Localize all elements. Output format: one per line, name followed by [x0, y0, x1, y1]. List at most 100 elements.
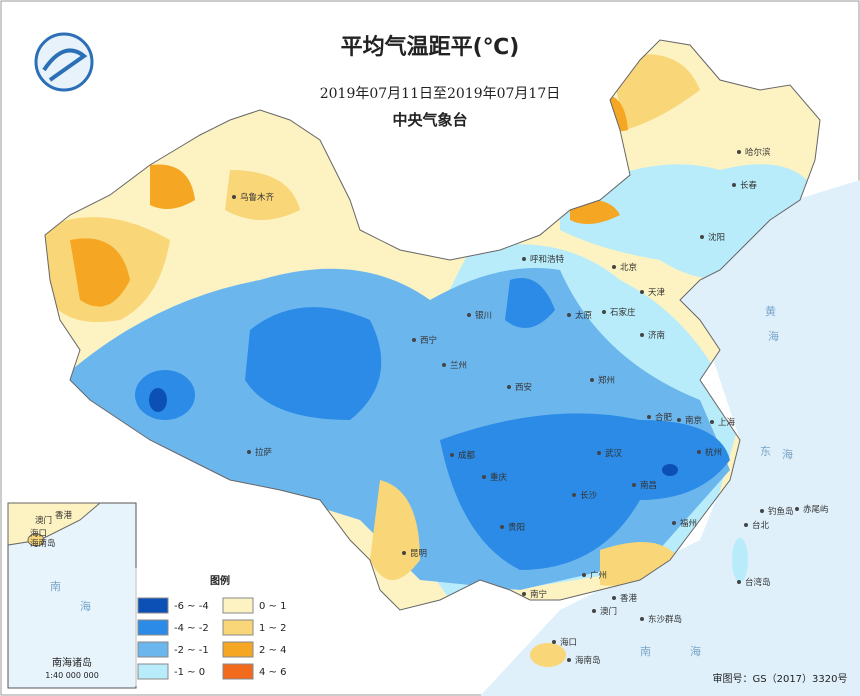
inset-map — [7, 502, 137, 689]
city-dot — [737, 580, 741, 584]
region — [505, 278, 555, 328]
city-dot — [590, 378, 594, 382]
region — [225, 170, 300, 220]
inset-title: 南海诸岛 — [52, 656, 92, 669]
legend-label: -2 ~ -1 — [174, 645, 209, 656]
city-dot — [552, 640, 556, 644]
legend-swatch — [222, 663, 254, 680]
city-label: 杭州 — [705, 447, 722, 458]
city-label: 西安 — [515, 382, 532, 393]
city-dot — [482, 475, 486, 479]
hainan — [530, 643, 566, 667]
inset-label: 香港 — [55, 510, 73, 521]
city-dot — [700, 235, 704, 239]
city-dot — [467, 313, 471, 317]
city-dot — [647, 415, 651, 419]
city-label: 赤尾屿 — [803, 505, 829, 515]
city-dot — [737, 150, 741, 154]
city-label: 西宁 — [420, 335, 437, 346]
city-dot — [697, 450, 701, 454]
city-dot — [567, 313, 571, 317]
city-label: 呼和浩特 — [530, 254, 565, 265]
city-label: 乌鲁木齐 — [240, 192, 275, 203]
region — [150, 164, 195, 209]
city-label: 贵阳 — [508, 522, 525, 533]
city-dot — [602, 310, 606, 314]
city-dot — [522, 257, 526, 261]
city-label: 郑州 — [598, 375, 615, 386]
region — [440, 413, 730, 570]
city-dot — [612, 265, 616, 269]
city-label: 武汉 — [605, 448, 623, 459]
region — [600, 542, 680, 586]
city-label: 台湾岛 — [745, 577, 771, 588]
city-dot — [412, 338, 416, 342]
city-label: 台北 — [752, 520, 770, 531]
legend-swatch — [137, 597, 169, 614]
city-label: 南京 — [685, 415, 702, 426]
city-label: 沈阳 — [708, 232, 725, 243]
legend-swatch — [222, 641, 254, 658]
region — [245, 307, 382, 420]
legend-swatch — [222, 619, 254, 636]
city-dot — [450, 453, 454, 457]
inset-scale: 1:40 000 000 — [45, 671, 99, 680]
city-dot — [744, 523, 748, 527]
legend-label: 4 ~ 6 — [259, 667, 286, 678]
region — [610, 54, 700, 130]
sea-label: 南 — [640, 645, 651, 658]
inset-label: 海口 — [30, 528, 47, 539]
inset-label: 澳门 — [35, 515, 52, 526]
city-dot — [732, 183, 736, 187]
city-label: 合肥 — [655, 412, 673, 423]
footer: 审图号：GS（2017）3320号 — [713, 672, 848, 685]
sea-label: 海 — [768, 329, 779, 343]
city-dot — [442, 363, 446, 367]
city-label: 钓鱼岛 — [768, 506, 794, 517]
city-label: 长沙 — [580, 490, 598, 501]
inset-label: 海南岛 — [30, 538, 56, 549]
agency: 中央气象台 — [392, 111, 467, 129]
legend-label: 2 ~ 4 — [259, 645, 286, 656]
city-dot — [677, 418, 681, 422]
sea-label: 海 — [690, 644, 701, 658]
city-dot — [632, 483, 636, 487]
city-label: 兰州 — [450, 360, 467, 371]
city-dot — [795, 507, 799, 511]
legend-swatch — [137, 641, 169, 658]
city-label: 天津 — [648, 287, 666, 298]
sea-label: 东 — [760, 445, 771, 458]
city-label: 重庆 — [490, 472, 508, 483]
title: 平均气温距平(℃) — [341, 34, 520, 60]
city-label: 拉萨 — [255, 447, 273, 458]
city-label: 北京 — [620, 262, 637, 273]
city-label: 香港 — [620, 593, 638, 604]
legend-label: 0 ~ 1 — [259, 601, 286, 612]
city-dot — [402, 551, 406, 555]
legend-swatch — [137, 663, 169, 680]
city-dot — [760, 509, 764, 513]
city-label: 太原 — [575, 310, 592, 321]
city-dot — [640, 290, 644, 294]
city-label: 澳门 — [600, 606, 617, 617]
city-dot — [710, 420, 714, 424]
inset-label: 南 — [50, 580, 61, 593]
city-dot — [592, 609, 596, 613]
city-label: 银川 — [475, 310, 492, 321]
city-label: 广州 — [590, 570, 607, 581]
city-dot — [640, 333, 644, 337]
city-label: 南昌 — [640, 480, 657, 491]
city-dot — [500, 525, 504, 529]
sea-label: 海 — [782, 447, 793, 461]
city-dot — [522, 592, 526, 596]
city-dot — [232, 195, 236, 199]
city-label: 济南 — [648, 330, 665, 341]
city-dot — [572, 493, 576, 497]
city-label: 石家庄 — [610, 307, 636, 318]
city-label: 南宁 — [530, 589, 547, 600]
city-label: 海口 — [560, 637, 577, 648]
city-label: 东沙群岛 — [648, 614, 682, 625]
legend-swatch — [137, 619, 169, 636]
city-dot — [247, 450, 251, 454]
region — [70, 238, 130, 307]
